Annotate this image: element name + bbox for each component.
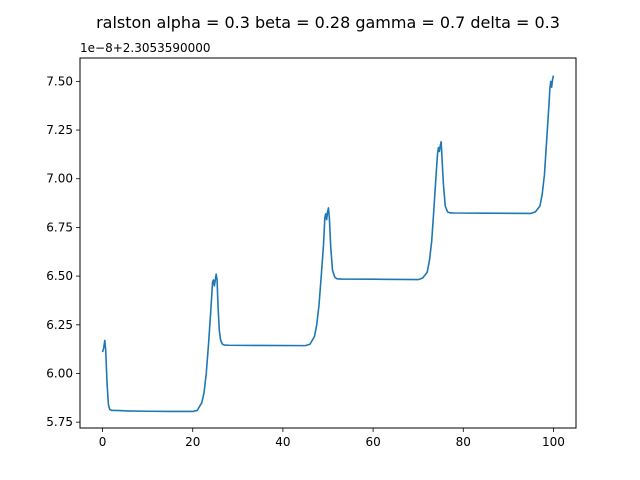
y-axis-ticks: 5.75 6.00 6.25 6.50 6.75 7.00 7.25 7.50 [46,74,80,429]
y-tick-label: 7.50 [46,74,73,88]
plot-area: 0 20 40 60 80 100 5.75 6.00 6.25 6.50 6.75 7.00 7.2… [46,57,577,449]
x-tick-label: 60 [365,435,380,449]
y-tick-label: 6.50 [46,269,73,283]
x-axis-ticks: 0 20 40 60 80 100 [99,428,565,449]
x-tick-label: 0 [99,435,107,449]
chart-title: ralston alpha = 0.3 beta = 0.28 gamma = … [96,13,560,32]
y-tick-label: 7.00 [46,172,73,186]
y-tick-label: 5.75 [46,415,73,429]
axes-frame [79,57,577,429]
y-axis-offset-label: 1e−8+2.3053590000 [80,41,211,55]
y-tick-label: 7.25 [46,123,73,137]
x-tick-label: 80 [456,435,471,449]
y-tick-label: 6.25 [46,318,73,332]
data-series-line [101,75,555,413]
y-tick-label: 6.75 [46,220,73,234]
y-tick-label: 6.00 [46,366,73,380]
x-tick-label: 40 [275,435,290,449]
x-tick-label: 100 [542,435,565,449]
x-tick-label: 20 [185,435,200,449]
